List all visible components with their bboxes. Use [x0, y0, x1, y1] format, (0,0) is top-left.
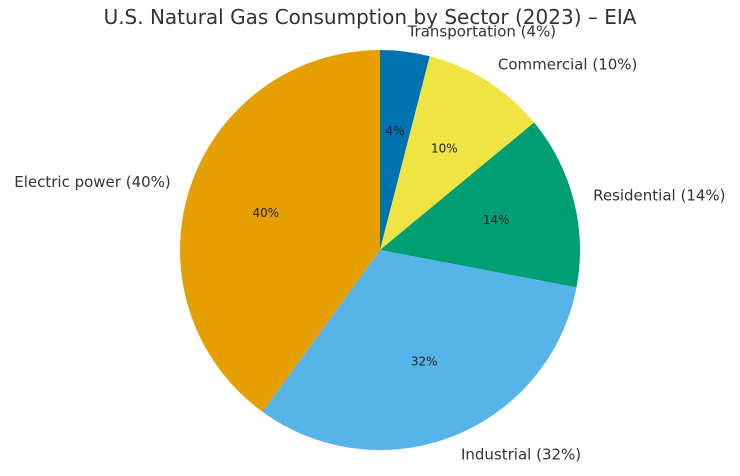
pie-percent-labels: 4% 10% 14% 32% 40% — [253, 124, 510, 369]
pie-slice-transportation — [380, 49, 430, 250]
pie-category-label-industrial: Industrial (32%) — [461, 446, 581, 464]
pie-percent-label-residential: 14% — [483, 213, 510, 227]
pie-percent-label-electric-power: 40% — [253, 206, 280, 220]
pie-slice-industrial — [262, 250, 577, 451]
pie-slice-residential — [380, 122, 581, 288]
pie-category-label-electric-power: Electric power (40%) — [14, 173, 171, 191]
pie-percent-label-industrial: 32% — [411, 355, 438, 369]
chart-title: U.S. Natural Gas Consumption by Sector (… — [103, 5, 637, 29]
pie-category-label-commercial: Commercial (10%) — [498, 55, 638, 73]
pie-category-labels: Transportation (4%) Commercial (10%) Resid… — [14, 23, 725, 464]
pie-category-label-residential: Residential (14%) — [593, 186, 725, 204]
pie-slice-commercial — [380, 56, 535, 250]
pie-slices — [180, 49, 581, 451]
pie-category-label-transportation: Transportation (4%) — [407, 23, 557, 41]
pie-percent-label-commercial: 10% — [431, 142, 458, 156]
pie-slice-electric-power — [180, 50, 380, 412]
pie-percent-label-transportation: 4% — [386, 124, 405, 138]
